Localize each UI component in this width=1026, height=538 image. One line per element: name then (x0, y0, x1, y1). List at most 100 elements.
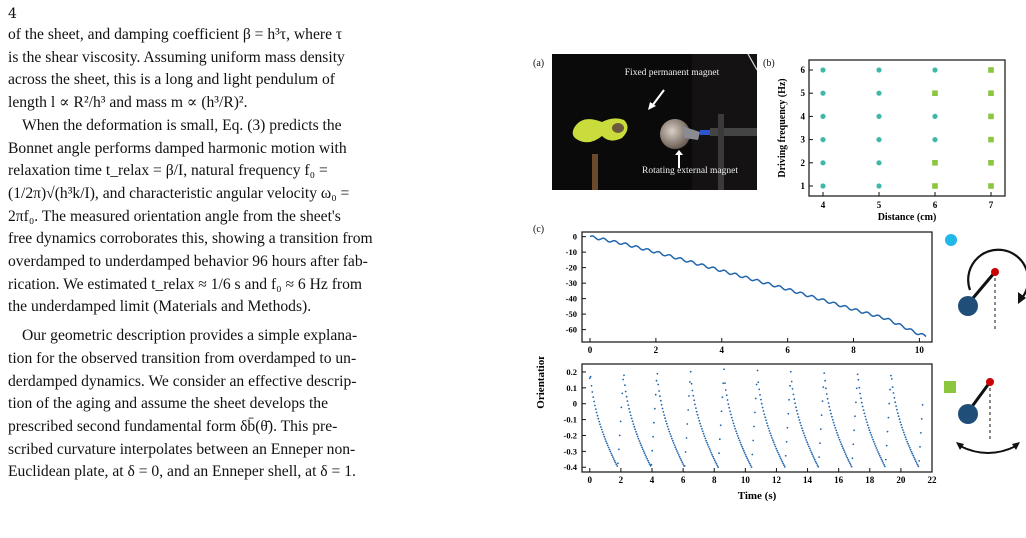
data-point (746, 457, 749, 460)
data-point (590, 385, 593, 387)
data-point (911, 452, 914, 455)
data-point (769, 432, 772, 435)
data-point (618, 434, 621, 437)
data-point (901, 426, 903, 429)
data-point (701, 430, 704, 433)
data-point-circle (820, 183, 826, 189)
data-point (771, 437, 773, 439)
data-point (786, 426, 789, 429)
data-point (799, 421, 802, 424)
data-point (751, 453, 754, 456)
data-point (612, 456, 614, 458)
data-point (663, 414, 666, 416)
data-point (670, 435, 672, 438)
data-point (813, 457, 815, 459)
data-point (844, 453, 847, 455)
data-point (605, 440, 607, 443)
x-tick-label: 4 (720, 345, 725, 355)
panel-a-label: (a) (533, 58, 545, 69)
data-point (846, 456, 849, 459)
data-point (690, 382, 693, 385)
data-point (798, 419, 801, 421)
data-point (603, 435, 606, 438)
data-point (638, 440, 641, 442)
data-point (874, 445, 877, 447)
data-point-circle (820, 160, 826, 166)
data-point (600, 426, 602, 428)
data-point-square (932, 90, 938, 96)
data-point (624, 384, 626, 387)
data-point (742, 447, 744, 450)
data-point (872, 438, 874, 441)
data-point (920, 418, 923, 420)
data-point (795, 409, 798, 412)
data-point (664, 417, 666, 420)
y-tick-label: 0 (573, 399, 577, 409)
data-point (657, 383, 660, 386)
data-point (887, 416, 890, 419)
text-line: relaxation time t_relax = β/I, natural f… (8, 162, 328, 180)
data-point (614, 461, 617, 464)
data-point (864, 415, 867, 418)
data-point (752, 439, 755, 442)
text-line: across the sheet, this is a long and lig… (8, 71, 335, 89)
data-point-circle (876, 137, 882, 143)
data-point (667, 428, 670, 430)
data-point (718, 452, 720, 455)
data-point (788, 398, 790, 401)
data-point-circle (820, 90, 826, 96)
y-axis-label: Driving frequency (Hz) (777, 78, 788, 177)
data-point (848, 460, 850, 463)
data-point (754, 411, 756, 414)
x-tick-label: 16 (834, 475, 844, 485)
data-point (655, 379, 658, 382)
data-point (632, 423, 635, 425)
data-point (774, 445, 777, 448)
data-point-square (988, 160, 994, 166)
data-point (841, 445, 844, 448)
data-point (669, 433, 672, 435)
data-point (905, 438, 908, 441)
data-point-circle (876, 183, 882, 189)
data-point (719, 424, 722, 427)
data-point (739, 441, 742, 444)
data-point (606, 444, 609, 447)
x-tick-label: 4 (650, 475, 655, 485)
data-point-square (988, 183, 994, 189)
data-point (713, 459, 716, 462)
data-point (686, 423, 689, 425)
pendulum-bob-icon (958, 404, 978, 424)
data-point (595, 411, 598, 414)
text-line: rication. We estimated t_relax ≈ 1/6 s a… (8, 275, 363, 293)
panel-c-label: (c) (533, 224, 545, 235)
data-point (791, 388, 794, 390)
data-point (661, 407, 664, 410)
data-point (744, 453, 747, 456)
y-tick-label: 4 (801, 111, 806, 121)
data-point-square (988, 113, 994, 120)
data-point (672, 442, 675, 444)
data-point (645, 456, 648, 458)
data-point (624, 390, 627, 393)
data-point (760, 398, 762, 401)
x-tick-label: 8 (851, 345, 856, 355)
data-point (697, 417, 700, 419)
data-point (845, 455, 848, 457)
data-point (677, 452, 679, 454)
x-tick-label: 22 (928, 475, 938, 485)
data-point (824, 379, 826, 382)
data-point (694, 403, 696, 406)
data-point (765, 419, 767, 422)
apparatus-photo: Fixed permanent magnet Rotating external… (552, 54, 757, 190)
data-point (677, 454, 680, 456)
data-point (777, 451, 779, 454)
data-point (636, 435, 639, 438)
data-point (919, 446, 921, 448)
data-point (608, 448, 611, 451)
data-point-circle (932, 67, 938, 73)
fixed-magnet-label: Fixed permanent magnet (624, 68, 720, 78)
data-point (599, 423, 601, 426)
data-point (842, 447, 844, 450)
data-point (689, 381, 691, 383)
data-point (650, 463, 653, 466)
